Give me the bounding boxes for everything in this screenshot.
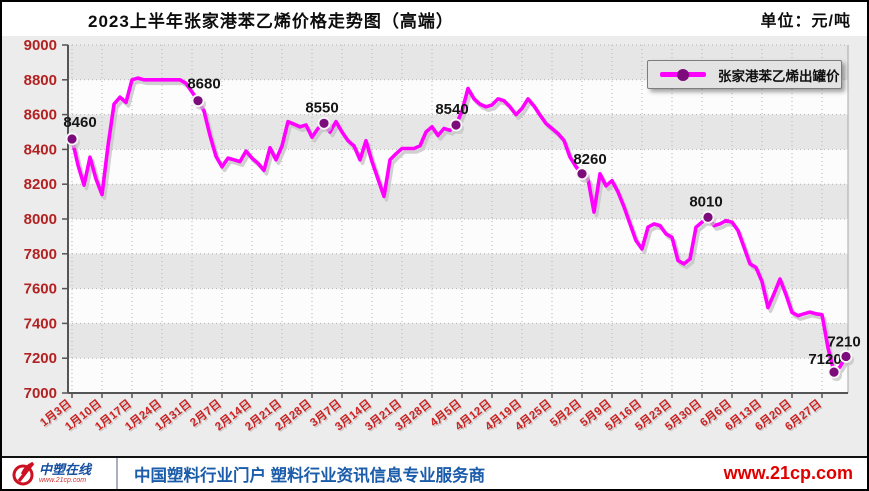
- data-point-dot: [191, 94, 205, 108]
- y-axis-label: 8000: [24, 211, 57, 228]
- legend: 张家港苯乙烯出罐价: [647, 60, 842, 89]
- logo-swoosh-icon: [12, 461, 35, 485]
- plot-band: [68, 149, 848, 185]
- data-point-label: 8010: [689, 193, 722, 210]
- data-point-label: 8550: [305, 99, 338, 116]
- footer-tagline: 中国塑料行业门户 塑料行业资讯信息专业服务商: [134, 466, 486, 485]
- logo-small-url: www.21cp.com: [39, 476, 87, 484]
- legend-label: 张家港苯乙烯出罐价: [718, 68, 840, 84]
- plot-band: [68, 358, 848, 393]
- logo-name: 中塑在线: [39, 461, 92, 477]
- plot-band: [68, 184, 848, 219]
- data-point-dot: [839, 350, 853, 363]
- y-axis-label: 7600: [24, 281, 57, 298]
- data-point-dot: [449, 118, 463, 132]
- plot-band: [68, 288, 848, 324]
- site-logo[interactable]: 中塑在线 www.21cp.com: [2, 458, 118, 489]
- footer-site-link[interactable]: www.21cp.com: [723, 463, 853, 483]
- y-axis-label: 8800: [24, 72, 57, 89]
- data-point-label: 8260: [573, 151, 606, 168]
- plot-band: [68, 253, 848, 289]
- logo-texts: 中塑在线 www.21cp.com: [39, 461, 92, 485]
- footer: 中塑在线 www.21cp.com 中国塑料行业门户 塑料行业资讯信息专业服务商…: [2, 456, 867, 489]
- y-axis-label: 8200: [24, 176, 57, 193]
- y-axis-label: 8600: [24, 107, 57, 124]
- data-point-dot: [317, 116, 331, 130]
- y-axis-label: 9000: [24, 37, 57, 54]
- data-point-label: 8540: [435, 101, 468, 118]
- price-trend-chart: 9000 8800 8600 8400 8200 8000 7800 7600 7400 7200…: [24, 37, 861, 435]
- title-bar: 2023上半年张家港苯乙烯价格走势图（高端） 单位：元/吨: [2, 2, 867, 36]
- data-point-label: 7210: [827, 333, 860, 350]
- data-point-dot: [575, 167, 589, 181]
- data-point-label: 8680: [187, 76, 220, 93]
- legend-line-icon: [660, 68, 706, 81]
- page-title: 2023上半年张家港苯乙烯价格走势图（高端）: [88, 11, 454, 31]
- data-point-dot: [65, 132, 79, 146]
- y-axis-label: 7000: [24, 385, 57, 402]
- data-point-dot: [827, 365, 841, 379]
- legend-dot-icon: [677, 68, 689, 81]
- y-axis-label: 7200: [24, 350, 57, 367]
- data-point-label: 8460: [63, 114, 96, 131]
- y-axis-label: 8400: [24, 141, 57, 158]
- y-axis-label: 7800: [24, 246, 57, 263]
- chart-region: 9000 8800 8600 8400 8200 8000 7800 7600 7400 7200…: [2, 36, 867, 456]
- data-point-label: 7120: [808, 351, 841, 368]
- y-axis-label: 7400: [24, 315, 57, 332]
- data-point-dot: [701, 210, 715, 224]
- plot-band: [68, 323, 848, 359]
- unit-label: 单位：元/吨: [760, 13, 851, 30]
